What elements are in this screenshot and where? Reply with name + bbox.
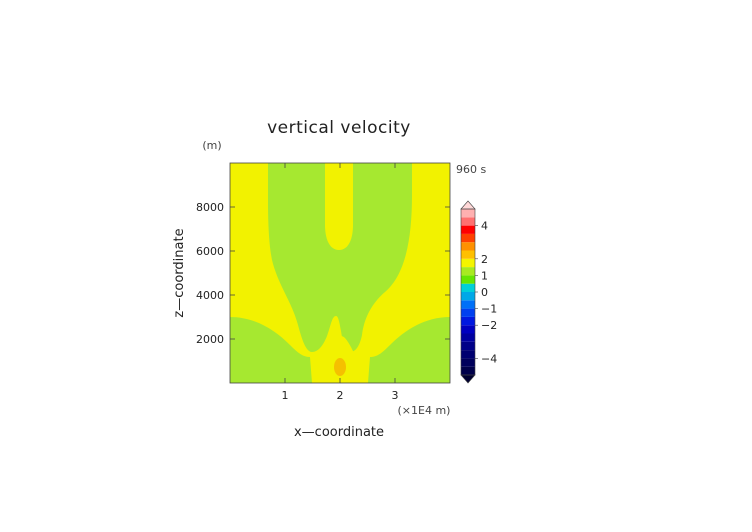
colorbar-swatch [461, 225, 475, 234]
y-tick-label: 8000 [196, 201, 224, 214]
colorbar-swatch [461, 292, 475, 301]
x-tick-label: 2 [337, 389, 344, 402]
field-region-green-left [230, 317, 312, 383]
colorbar-extend-min [460, 374, 476, 384]
colorbar: 4 2 1 0 −1 −2 −4 [460, 200, 497, 384]
y-tick-label: 2000 [196, 333, 224, 346]
plot-area [229, 162, 451, 384]
x-axis-label: x—coordinate [294, 425, 384, 440]
y-tick-label: 4000 [196, 289, 224, 302]
colorbar-swatch [461, 250, 475, 259]
x-axis: 1 2 3 [282, 163, 399, 402]
colorbar-swatch [461, 366, 475, 375]
colorbar-tick-label: −1 [481, 303, 497, 316]
field-region-yellow-column [325, 163, 353, 250]
colorbar-swatch [461, 333, 475, 342]
colorbar-tick-label: 2 [481, 253, 488, 266]
colorbar-swatch [461, 217, 475, 226]
colorbar-swatch [461, 316, 475, 326]
field-region-green-right [368, 317, 450, 383]
colorbar-swatch [461, 258, 475, 268]
y-tick-label: 6000 [196, 245, 224, 258]
colorbar-swatch [461, 325, 475, 334]
chart-title: vertical velocity [267, 118, 411, 138]
field-region-green-main [268, 163, 412, 352]
y-axis-label: z—coordinate [172, 228, 187, 317]
colorbar-swatch [461, 283, 475, 292]
y-unit-label: (m) [202, 139, 221, 152]
y-axis: 2000 4000 6000 8000 [196, 201, 450, 346]
colorbar-swatch [461, 233, 475, 243]
x-unit-label: (×1E4 m) [398, 404, 451, 417]
colorbar-swatch [461, 300, 475, 309]
colorbar-swatch [461, 308, 475, 317]
colorbar-swatch [461, 275, 475, 284]
colorbar-tick-label: −2 [481, 319, 497, 332]
colorbar-tick-label: −4 [481, 352, 497, 365]
colorbar-tick-label: 4 [481, 220, 488, 233]
colorbar-swatch [461, 267, 475, 276]
x-tick-label: 1 [282, 389, 289, 402]
x-tick-label: 3 [392, 389, 399, 402]
field-region-orange-cell [334, 358, 346, 376]
colorbar-tick-label: 0 [481, 286, 488, 299]
colorbar-swatch [461, 209, 475, 218]
colorbar-swatch [461, 350, 475, 359]
time-label: 960 s [456, 163, 486, 176]
colorbar-swatch [461, 242, 475, 251]
colorbar-extend-max [460, 200, 476, 210]
colorbar-swatch [461, 341, 475, 351]
colorbar-swatch [461, 358, 475, 367]
colorbar-tick-label: 1 [481, 269, 488, 282]
